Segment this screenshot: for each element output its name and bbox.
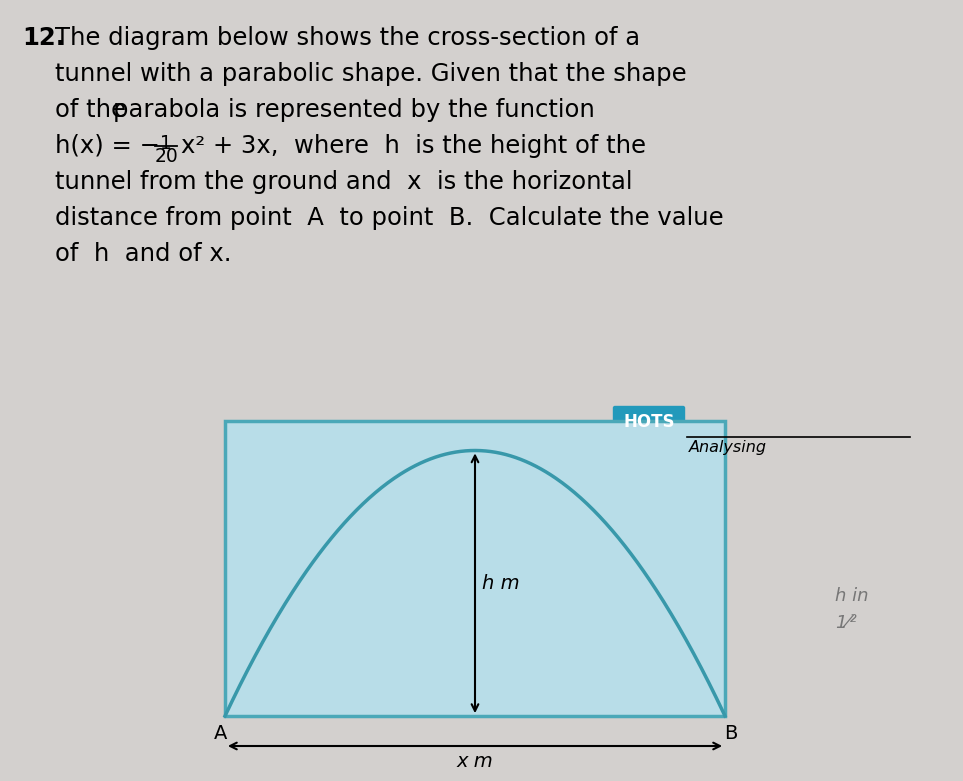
Text: 12.: 12.: [22, 26, 65, 50]
Text: parabola is represented by the function: parabola is represented by the function: [113, 98, 595, 122]
Text: x m: x m: [456, 752, 493, 771]
Text: x² + 3x,  where  ​h  is the height of the: x² + 3x, where ​h is the height of the: [181, 134, 646, 158]
Text: h m: h m: [482, 574, 520, 593]
Text: distance from point  A  to point  B.  Calculate the value: distance from point A to point B. Calcul…: [55, 206, 723, 230]
Bar: [225, 421, 725, 716]
FancyBboxPatch shape: [613, 406, 685, 437]
Text: h(x) = −: h(x) = −: [55, 134, 160, 158]
Text: B: B: [724, 724, 738, 743]
Text: 1: 1: [160, 134, 171, 153]
Text: tunnel from the ground and  x  is the horizontal: tunnel from the ground and x is the hori…: [55, 170, 633, 194]
Text: HOTS: HOTS: [623, 413, 675, 431]
Text: 1⁄²: 1⁄²: [835, 614, 857, 632]
Text: h in: h in: [835, 587, 869, 605]
Text: of  h  and of x.: of h and of x.: [55, 242, 231, 266]
Text: The diagram below shows the cross-section of a: The diagram below shows the cross-sectio…: [55, 26, 640, 50]
Polygon shape: [669, 436, 685, 444]
Text: tunnel with a parabolic shape. Given that the shape: tunnel with a parabolic shape. Given tha…: [55, 62, 687, 86]
Text: of the: of the: [55, 98, 126, 122]
Text: A: A: [215, 724, 227, 743]
Text: Analysing: Analysing: [689, 440, 767, 455]
Text: 20: 20: [155, 147, 179, 166]
